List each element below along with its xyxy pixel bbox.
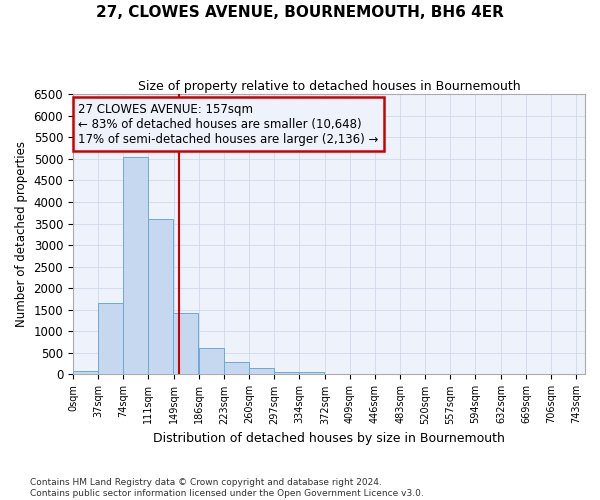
X-axis label: Distribution of detached houses by size in Bournemouth: Distribution of detached houses by size … — [153, 432, 505, 445]
Bar — [148, 219, 173, 374]
Text: 27, CLOWES AVENUE, BOURNEMOUTH, BH6 4ER: 27, CLOWES AVENUE, BOURNEMOUTH, BH6 4ER — [96, 5, 504, 20]
Bar — [73, 371, 98, 374]
Bar — [249, 368, 274, 374]
Bar — [274, 372, 299, 374]
Title: Size of property relative to detached houses in Bournemouth: Size of property relative to detached ho… — [137, 80, 520, 93]
Text: 27 CLOWES AVENUE: 157sqm
← 83% of detached houses are smaller (10,648)
17% of se: 27 CLOWES AVENUE: 157sqm ← 83% of detach… — [78, 102, 379, 146]
Bar — [224, 362, 249, 374]
Bar — [173, 313, 198, 374]
Bar — [123, 156, 148, 374]
Text: Contains HM Land Registry data © Crown copyright and database right 2024.
Contai: Contains HM Land Registry data © Crown c… — [30, 478, 424, 498]
Bar — [98, 304, 123, 374]
Y-axis label: Number of detached properties: Number of detached properties — [15, 142, 28, 328]
Bar — [299, 372, 324, 374]
Bar — [199, 348, 224, 374]
